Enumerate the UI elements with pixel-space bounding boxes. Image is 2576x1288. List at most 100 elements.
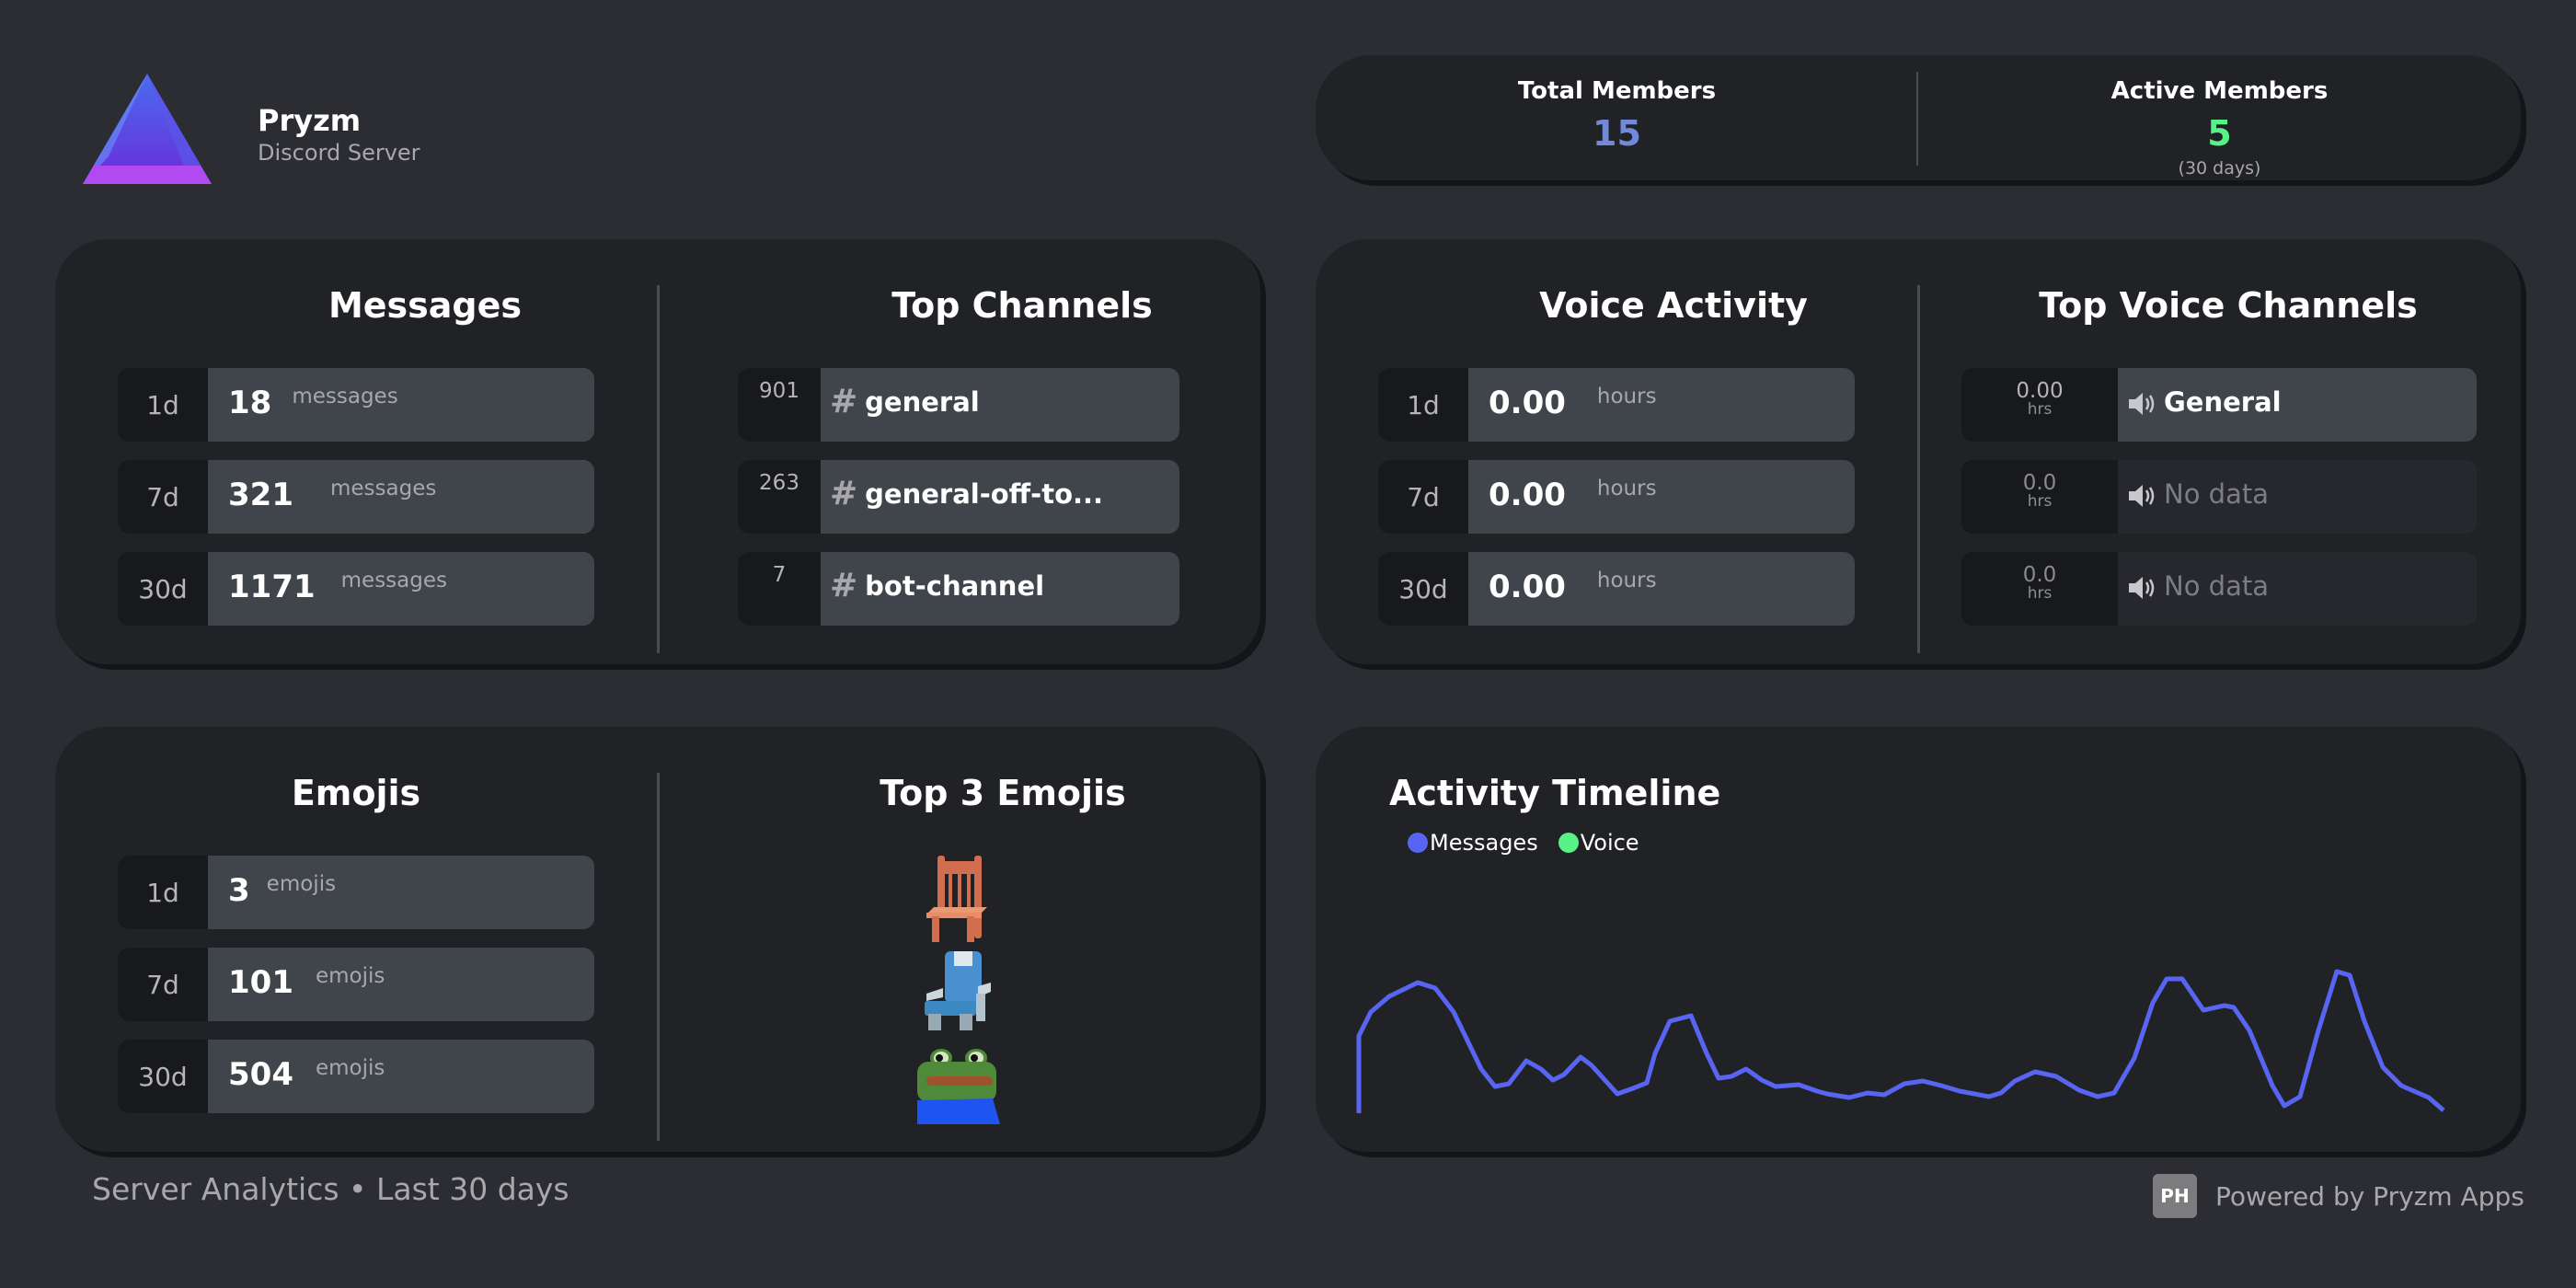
top-voice-channels-title: Top Voice Channels xyxy=(2039,285,2418,326)
activity-timeline-title: Activity Timeline xyxy=(1389,773,1721,813)
voice-hours: 0.00 xyxy=(1489,385,1566,421)
emojis-row-30d: 30d 504 emojis xyxy=(118,1040,594,1113)
period-label: 30d xyxy=(118,1040,208,1113)
voice-channel-row: 0.0 hrs No data xyxy=(1961,552,2477,626)
powered-by-text: Powered by Pryzm Apps xyxy=(2215,1180,2524,1212)
message-count: 1171 xyxy=(228,569,316,605)
footer-analytics-label: Server Analytics • Last 30 days xyxy=(92,1171,569,1207)
period-label: 7d xyxy=(1378,460,1468,534)
channel-message-count: 7 xyxy=(738,552,821,626)
channel-row[interactable]: 263 # general-off-to... xyxy=(738,460,1179,534)
unit-label: emojis xyxy=(266,872,337,896)
emojis-row-1d: 1d 3 emojis xyxy=(118,856,594,929)
voice-hours: 0.00 xyxy=(1489,569,1566,605)
chart-legend: Messages Voice xyxy=(1408,830,1660,856)
speaker-icon xyxy=(2129,485,2155,507)
voice-channel-name: General xyxy=(2164,386,2282,418)
legend-label: Voice xyxy=(1580,830,1639,856)
voice-card: Voice Activity Top Voice Channels 1d 0.0… xyxy=(1316,239,2521,664)
voice-activity-title: Voice Activity xyxy=(1539,285,1808,326)
voice-channel-hours: 0.0 hrs xyxy=(1961,552,2118,626)
unit-label: hours xyxy=(1596,385,1657,408)
voice-row-7d: 7d 0.00 hours xyxy=(1378,460,1855,534)
period-label: 30d xyxy=(1378,552,1468,626)
emoji-count: 3 xyxy=(228,872,250,909)
unit-label: messages xyxy=(329,477,437,500)
period-label: 7d xyxy=(118,460,208,534)
channel-row[interactable]: 7 # bot-channel xyxy=(738,552,1179,626)
server-name: Pryzm xyxy=(258,103,362,138)
top-channels-title: Top Channels xyxy=(891,285,1153,326)
card-divider xyxy=(1917,285,1920,653)
prism-logo-icon xyxy=(83,74,212,184)
hours-value: 0.00 xyxy=(2016,379,2064,403)
channel-row[interactable]: 901 # general xyxy=(738,368,1179,442)
members-divider xyxy=(1916,72,1918,166)
speaker-icon xyxy=(2129,577,2155,599)
unit-label: hours xyxy=(1596,569,1657,592)
unit-label: emojis xyxy=(315,1056,385,1080)
speaker-icon xyxy=(2129,393,2155,415)
voice-channel-name: No data xyxy=(2164,478,2269,510)
period-label: 7d xyxy=(118,948,208,1021)
hash-icon: # xyxy=(830,383,858,420)
top-emojis-title: Top 3 Emojis xyxy=(880,773,1126,813)
chair-emoji-icon xyxy=(926,856,987,942)
active-members-value: 5 xyxy=(2207,113,2232,154)
legend-label: Messages xyxy=(1430,830,1538,856)
hours-unit: hrs xyxy=(2027,584,2053,603)
pepe-frog-emoji-icon xyxy=(917,1049,1000,1124)
seat-emoji-icon xyxy=(925,951,991,1030)
total-members: Total Members 15 xyxy=(1316,55,1918,180)
legend-dot-icon xyxy=(1558,833,1579,853)
period-label: 30d xyxy=(118,552,208,626)
active-members-period: (30 days) xyxy=(2178,158,2261,178)
voice-channel-name: No data xyxy=(2164,570,2269,602)
legend-dot-icon xyxy=(1408,833,1428,853)
hours-unit: hrs xyxy=(2027,400,2053,419)
server-type: Discord Server xyxy=(258,140,420,166)
messages-row-30d: 30d 1171 messages xyxy=(118,552,594,626)
voice-row-30d: 30d 0.00 hours xyxy=(1378,552,1855,626)
unit-label: messages xyxy=(340,569,447,592)
emojis-title: Emojis xyxy=(291,773,421,813)
emoji-count: 101 xyxy=(228,964,293,1001)
channel-message-count: 901 xyxy=(738,368,821,442)
legend-item-voice[interactable]: Voice xyxy=(1558,830,1639,856)
active-members-label: Active Members xyxy=(2110,77,2329,105)
total-members-label: Total Members xyxy=(1517,77,1717,105)
channel-name: general xyxy=(865,386,980,418)
voice-channel-row: 0.0 hrs No data xyxy=(1961,460,2477,534)
messages-card: Messages Top Channels 1d 18 messages 7d … xyxy=(55,239,1260,664)
message-count: 321 xyxy=(228,477,293,513)
channel-name: bot-channel xyxy=(865,570,1045,602)
server-brand: Pryzm Discord Server xyxy=(258,103,420,166)
emojis-card: Emojis Top 3 Emojis 1d 3 emojis 7d 101 e… xyxy=(55,727,1260,1152)
channel-message-count: 263 xyxy=(738,460,821,534)
messages-row-7d: 7d 321 messages xyxy=(118,460,594,534)
voice-channel-hours: 0.0 hrs xyxy=(1961,460,2118,534)
emojis-row-7d: 7d 101 emojis xyxy=(118,948,594,1021)
message-count: 18 xyxy=(228,385,272,421)
messages-title: Messages xyxy=(328,285,523,326)
powered-by[interactable]: PH Powered by Pryzm Apps xyxy=(2153,1174,2524,1218)
period-label: 1d xyxy=(118,368,208,442)
messages-row-1d: 1d 18 messages xyxy=(118,368,594,442)
voice-channel-row[interactable]: 0.00 hrs General xyxy=(1961,368,2477,442)
unit-label: emojis xyxy=(315,964,385,988)
card-divider xyxy=(657,285,660,653)
active-members: Active Members 5 (30 days) xyxy=(1918,55,2521,180)
channel-name: general-off-to... xyxy=(865,478,1104,510)
unit-label: hours xyxy=(1596,477,1657,500)
members-card: Total Members 15 Active Members 5 (30 da… xyxy=(1316,55,2521,180)
card-divider xyxy=(657,773,660,1141)
total-members-value: 15 xyxy=(1593,113,1641,154)
hours-value: 0.0 xyxy=(2022,471,2057,495)
pryzm-apps-badge-icon: PH xyxy=(2153,1174,2197,1218)
hash-icon: # xyxy=(830,475,858,512)
voice-channel-hours: 0.00 hrs xyxy=(1961,368,2118,442)
unit-label: messages xyxy=(292,385,398,408)
hours-unit: hrs xyxy=(2027,492,2053,511)
voice-hours: 0.00 xyxy=(1489,477,1566,513)
legend-item-messages[interactable]: Messages xyxy=(1408,830,1538,856)
